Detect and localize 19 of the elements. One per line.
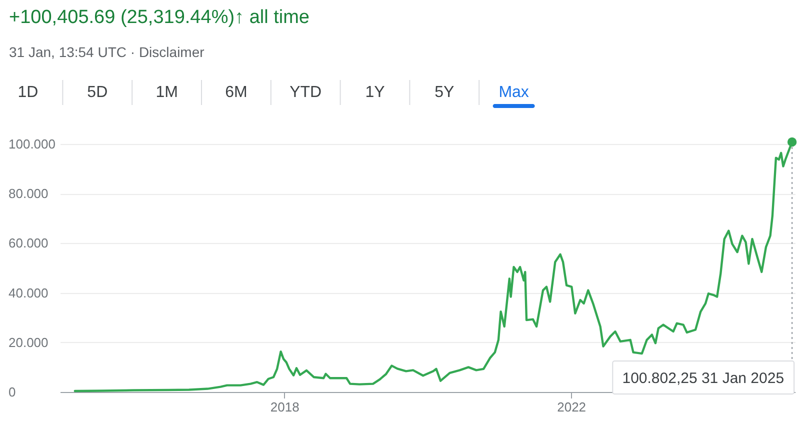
- text: 6M: [225, 84, 248, 101]
- y-tick-label: 80.000: [8, 186, 48, 202]
- chart-title: +100,405.69 (25,319.44%)↑ all time: [9, 7, 310, 28]
- text: 1D: [18, 84, 38, 101]
- x-tick-label: 2022: [557, 400, 586, 414]
- y-tick-label: 20.000: [8, 334, 48, 350]
- y-tick-label: 100.000: [8, 136, 56, 152]
- text: 1Y: [365, 84, 386, 101]
- chart-subtitle: 31 Jan, 13:54 UTC · Disclaimer: [9, 44, 205, 60]
- text: 5D: [87, 84, 108, 101]
- annotation: 100.802,25 31 Jan 2025: [622, 370, 784, 387]
- text: Max: [498, 84, 529, 101]
- text: YTD: [290, 84, 322, 101]
- y-tick-label: 40.000: [8, 285, 48, 300]
- text: 5Y: [434, 84, 455, 101]
- text: 1M: [156, 84, 178, 101]
- x-tick-label: 2018: [270, 400, 300, 414]
- y-tick-label: 60.000: [8, 236, 48, 251]
- y-tick-label: 0: [8, 384, 16, 400]
